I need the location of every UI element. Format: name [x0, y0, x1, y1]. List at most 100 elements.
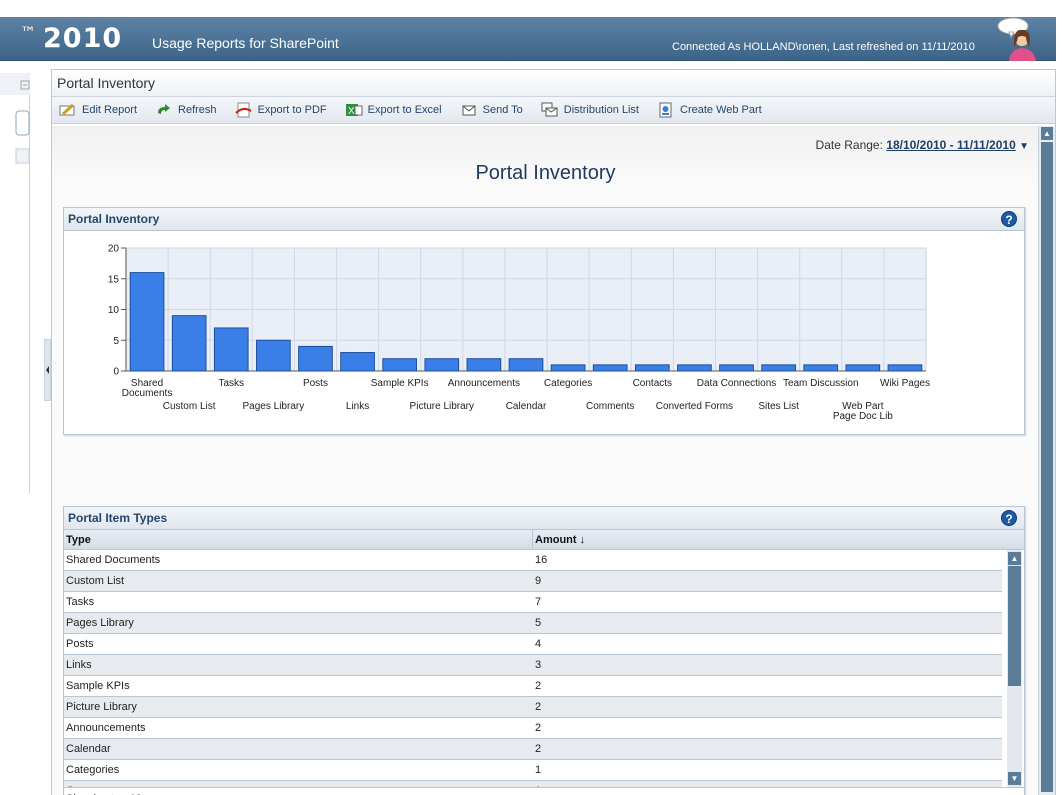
chevron-down-icon[interactable]: ▼: [1019, 141, 1029, 152]
table-row[interactable]: Shared Documents 16: [64, 550, 1002, 571]
table-row[interactable]: Picture Library 2: [64, 697, 1002, 718]
table-row[interactable]: Comments1: [64, 781, 1002, 787]
grid-body: Shared Documents 16 Custom List 9 Tasks 7 Page…: [64, 550, 1024, 787]
x-tick-label: Web Part Page Doc Lib: [833, 401, 893, 422]
scroll-up-icon[interactable]: ▲: [1041, 127, 1053, 140]
cell-amount: 2: [535, 680, 542, 692]
table-row[interactable]: Posts 4: [64, 634, 1002, 655]
create-web-part-button[interactable]: Create Web Part: [657, 102, 762, 118]
grid-scrollbar[interactable]: ▲ ▼: [1007, 550, 1022, 787]
chart-bar: [382, 358, 418, 372]
app-title: Usage Reports for SharePoint: [152, 35, 339, 51]
send-to-label: Send To: [482, 104, 523, 116]
create-web-part-label: Create Web Part: [680, 104, 762, 116]
web-part-icon: [657, 102, 675, 118]
cell-amount: 5: [535, 617, 542, 629]
table-row[interactable]: Categories 1: [64, 760, 1002, 781]
refresh-button[interactable]: Refresh: [155, 102, 217, 118]
refresh-label: Refresh: [178, 104, 217, 116]
cell-type: Categories: [66, 764, 120, 776]
logo-year: 2010: [43, 23, 123, 54]
y-tick-label: 0: [113, 367, 119, 378]
chart-bar: [466, 358, 502, 372]
excel-icon: X: [345, 102, 363, 118]
chart-bar: [129, 272, 165, 372]
x-tick-label: Pages Library: [243, 401, 305, 412]
panel-splitter-handle[interactable]: [44, 339, 51, 401]
x-tick-label: Announcements: [448, 378, 520, 389]
table-row[interactable]: Calendar 2: [64, 739, 1002, 760]
grid-scroll-thumb[interactable]: [1008, 566, 1021, 686]
edit-report-button[interactable]: Edit Report: [59, 102, 137, 118]
main-scrollbar[interactable]: ▲: [1038, 126, 1055, 795]
export-pdf-label: Export to PDF: [257, 104, 327, 116]
scroll-up-icon[interactable]: ▲: [1008, 552, 1021, 565]
table-row[interactable]: Custom List 9: [64, 571, 1002, 592]
cell-type: Picture Library: [66, 701, 137, 713]
cell-type: Custom List: [66, 575, 125, 587]
chart-bar: [592, 364, 628, 372]
grid-panel: Portal Item Types ? Type Amount ↓ Shared…: [63, 506, 1025, 795]
x-tick-label: Data Connections: [697, 378, 777, 389]
x-tick-label: Contacts: [633, 378, 672, 389]
page-title: Portal Inventory: [52, 70, 1055, 97]
cell-type: Posts: [66, 638, 94, 650]
x-tick-label: Sample KPIs: [371, 378, 429, 389]
x-tick-label: Posts: [303, 378, 328, 389]
chart-bar: [424, 358, 460, 372]
column-header-type[interactable]: Type: [64, 530, 533, 549]
y-tick-label: 5: [113, 336, 119, 347]
x-tick-label: Categories: [544, 378, 592, 389]
svg-text:X: X: [348, 106, 355, 117]
scroll-down-icon[interactable]: ▼: [1008, 772, 1021, 785]
table-row[interactable]: Announcements 2: [64, 718, 1002, 739]
cell-type: Links: [66, 659, 92, 671]
main-scroll-thumb[interactable]: [1041, 142, 1053, 792]
x-tick-label: Tasks: [218, 378, 244, 389]
date-range-value[interactable]: 18/10/2010 - 11/11/2010: [886, 138, 1016, 152]
logo-trademark: ™: [20, 23, 37, 42]
grid-rows: Shared Documents 16 Custom List 9 Tasks 7 Page…: [64, 550, 1024, 787]
x-tick-label: Team Discussion: [783, 378, 859, 389]
table-row[interactable]: Links 3: [64, 655, 1002, 676]
refresh-icon: [155, 102, 173, 118]
cell-type: Sample KPIs: [66, 680, 130, 692]
x-tick-label: Comments: [586, 401, 634, 412]
chart-bar: [677, 364, 712, 372]
help-icon[interactable]: ?: [1001, 510, 1017, 526]
left-panel-strip: [0, 73, 30, 493]
grid-header-row: Type Amount ↓: [64, 530, 1024, 550]
cell-amount: 2: [535, 743, 542, 755]
table-row[interactable]: Pages Library 5: [64, 613, 1002, 634]
cell-amount: 16: [535, 554, 548, 566]
chart-bar: [340, 352, 375, 372]
distribution-list-button[interactable]: Distribution List: [541, 102, 639, 118]
edit-report-label: Edit Report: [82, 104, 138, 116]
table-row[interactable]: Tasks 7: [64, 592, 1002, 613]
report-title: Portal Inventory: [475, 162, 616, 184]
export-pdf-button[interactable]: Export to PDF: [234, 102, 327, 118]
send-to-button[interactable]: Send To: [460, 102, 523, 118]
column-header-amount[interactable]: Amount ↓: [535, 534, 586, 546]
cell-type: Tasks: [66, 596, 95, 608]
cell-type: Comments: [64, 781, 534, 787]
chart-bar: [171, 315, 207, 372]
user-avatar-icon[interactable]: [996, 17, 1042, 61]
cell-amount: 1: [534, 781, 541, 787]
export-excel-label: Export to Excel: [367, 104, 442, 116]
y-tick-label: 10: [108, 305, 120, 316]
chart-bar: [508, 358, 544, 372]
export-excel-button[interactable]: X Export to Excel: [345, 102, 442, 118]
y-tick-label: 15: [108, 274, 120, 285]
table-row[interactable]: Sample KPIs 2: [64, 676, 1002, 697]
grid-panel-title: Portal Item Types: [68, 511, 168, 525]
cell-type: Pages Library: [66, 617, 134, 629]
report-window: Portal Inventory Edit Report Refresh Exp…: [51, 69, 1056, 795]
chart-panel-header: Portal Inventory ?: [64, 208, 1024, 231]
x-tick-label: Picture Library: [410, 401, 474, 412]
date-range[interactable]: Date Range: 18/10/2010 - 11/11/2010 ▼: [816, 138, 1029, 152]
help-icon[interactable]: ?: [1001, 211, 1017, 227]
x-tick-label: Calendar: [506, 401, 547, 412]
product-logo: ™ 2010: [20, 23, 122, 54]
chart-bar: [719, 364, 754, 372]
